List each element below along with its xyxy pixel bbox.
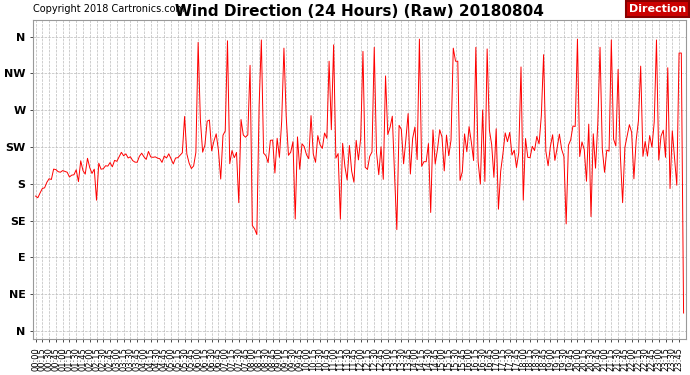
Text: Copyright 2018 Cartronics.com: Copyright 2018 Cartronics.com bbox=[33, 4, 186, 14]
Title: Wind Direction (24 Hours) (Raw) 20180804: Wind Direction (24 Hours) (Raw) 20180804 bbox=[175, 4, 544, 19]
Text: Direction: Direction bbox=[629, 4, 686, 14]
